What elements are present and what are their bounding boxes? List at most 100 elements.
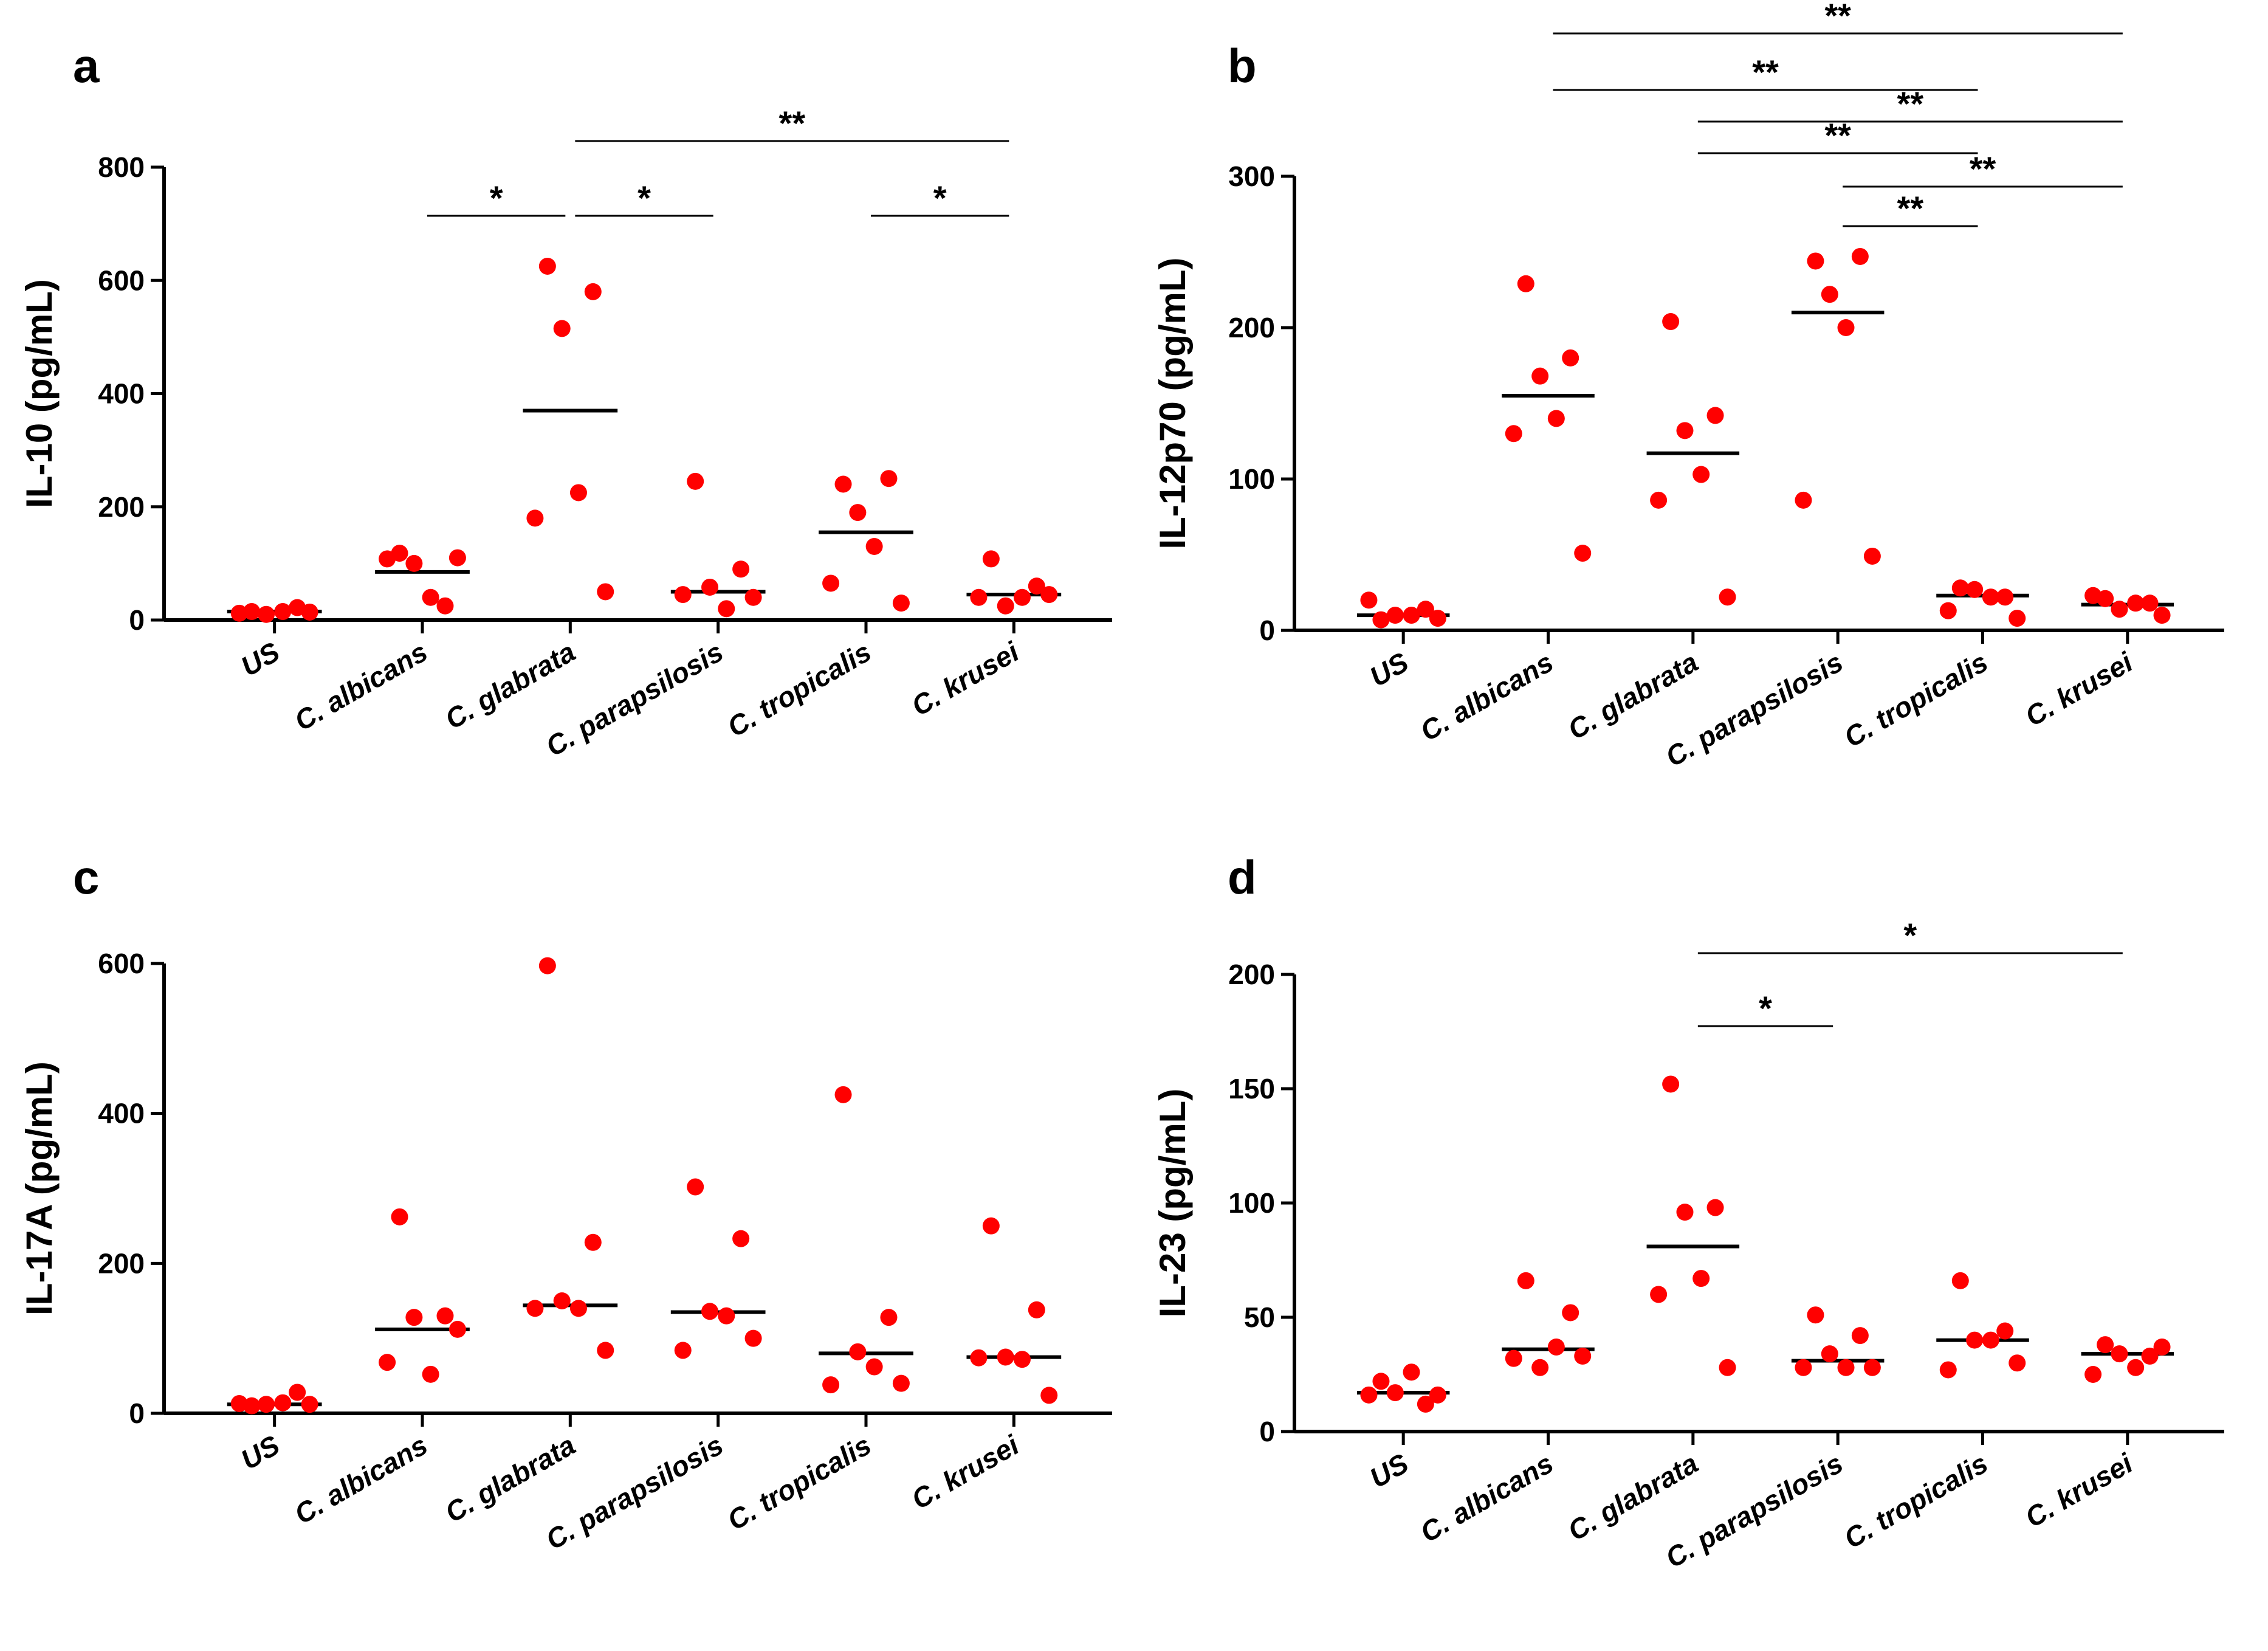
data-point-us	[1360, 591, 1378, 609]
y-tick-label: 300	[1228, 160, 1275, 192]
data-point-c-tropicalis	[849, 1343, 867, 1360]
data-point-c-glabrata	[1676, 1204, 1694, 1221]
data-point-c-glabrata	[1719, 588, 1736, 606]
data-point-c-albicans	[1574, 545, 1592, 562]
significance-label: **	[1824, 0, 1851, 35]
data-point-c-krusei	[2127, 595, 2145, 612]
y-tick-label: 50	[1244, 1301, 1275, 1333]
data-point-c-glabrata	[597, 1342, 614, 1359]
y-tick-label: 200	[1228, 959, 1275, 990]
data-point-c-tropicalis	[1939, 602, 1957, 619]
data-point-c-krusei	[2084, 1366, 2102, 1383]
data-point-c-glabrata	[1706, 407, 1724, 424]
x-tick-label-us: US	[1364, 1447, 1414, 1494]
data-point-c-albicans	[448, 1320, 466, 1338]
y-tick-label: 200	[1228, 312, 1275, 343]
y-tick-label: 0	[129, 1398, 145, 1429]
data-point-c-glabrata	[1662, 313, 1680, 331]
data-point-us	[274, 603, 292, 621]
data-point-c-krusei	[997, 1348, 1014, 1366]
significance-label: **	[1824, 116, 1851, 154]
data-point-c-parapsilosis	[1863, 1359, 1881, 1376]
data-point-c-parapsilosis	[732, 560, 750, 578]
data-point-c-tropicalis	[880, 1309, 898, 1326]
significance-label: **	[1752, 53, 1779, 91]
y-tick-label: 0	[1259, 1416, 1275, 1447]
data-point-c-glabrata	[1676, 422, 1694, 439]
data-point-c-glabrata	[553, 320, 571, 337]
x-tick-label-c-albicans: C. albicans	[289, 1429, 433, 1530]
data-point-us	[258, 605, 275, 623]
data-point-c-krusei	[970, 588, 988, 606]
significance-label: **	[1897, 189, 1924, 227]
data-point-c-glabrata	[538, 257, 556, 275]
data-point-c-albicans	[405, 1309, 423, 1326]
panel-b: b IL-12p70 (pg/mL) 0 100 200 300 US C. albicans…	[1152, 0, 2224, 773]
data-point-us	[230, 1394, 248, 1412]
data-point-us	[1372, 1373, 1390, 1390]
data-point-c-parapsilosis	[1837, 319, 1855, 336]
data-point-c-tropicalis	[865, 1358, 883, 1376]
data-point-c-tropicalis	[1996, 588, 2014, 606]
data-point-c-parapsilosis	[674, 586, 692, 604]
data-point-c-glabrata	[553, 1292, 571, 1309]
data-point-c-albicans	[448, 549, 466, 567]
data-point-c-tropicalis	[822, 574, 840, 592]
y-tick-label: 600	[98, 948, 145, 979]
data-point-us	[230, 604, 248, 622]
x-tick-label-c-krusei: C. krusei	[2020, 646, 2139, 732]
data-point-c-parapsilosis	[732, 1230, 750, 1247]
x-tick-label-c-glabrata: C. glabrata	[439, 636, 580, 736]
data-point-c-glabrata	[584, 283, 602, 300]
data-point-us	[274, 1394, 292, 1411]
data-point-c-albicans	[1531, 1359, 1549, 1376]
x-tick-label-c-tropicalis: C. tropicalis	[722, 1429, 876, 1537]
data-point-c-parapsilosis	[687, 1178, 704, 1196]
data-point-c-parapsilosis	[1851, 1327, 1869, 1345]
data-point-c-glabrata	[1719, 1359, 1736, 1376]
data-point-c-parapsilosis	[718, 1307, 735, 1325]
data-point-c-parapsilosis	[1837, 1359, 1855, 1376]
data-point-us	[1417, 1395, 1434, 1413]
data-point-c-glabrata	[526, 1300, 544, 1317]
panel-letter-d: d	[1228, 850, 1257, 904]
y-tick-label: 600	[98, 264, 145, 296]
data-point-c-tropicalis	[2009, 610, 2026, 627]
panel-letter-c: c	[73, 850, 99, 904]
significance-label: *	[933, 179, 947, 217]
data-point-c-parapsilosis	[1851, 247, 1869, 265]
data-point-c-parapsilosis	[701, 1303, 719, 1320]
data-point-c-albicans	[436, 597, 454, 615]
data-point-c-glabrata	[526, 509, 544, 527]
y-tick-label: 400	[98, 1098, 145, 1129]
data-point-us	[1360, 1386, 1378, 1404]
data-point-c-albicans	[422, 1365, 439, 1383]
x-tick-label-c-krusei: C. krusei	[906, 1429, 1025, 1515]
x-tick-label-c-krusei: C. krusei	[2020, 1447, 2139, 1534]
data-point-c-tropicalis	[865, 537, 883, 555]
data-point-c-tropicalis	[834, 1086, 852, 1103]
y-tick-label: 100	[1228, 1187, 1275, 1219]
data-point-us	[258, 1396, 275, 1413]
x-tick-label-c-glabrata: C. glabrata	[1562, 1447, 1703, 1547]
data-point-c-tropicalis	[1966, 1331, 1984, 1349]
data-point-c-krusei	[2111, 1345, 2128, 1363]
data-point-c-krusei	[1013, 588, 1031, 606]
data-point-us	[1386, 607, 1404, 624]
data-point-us	[1386, 1384, 1404, 1402]
data-point-c-krusei	[1028, 577, 1045, 595]
y-tick-label: 100	[1228, 463, 1275, 495]
y-tick-label: 150	[1228, 1073, 1275, 1105]
x-tick-label-c-glabrata: C. glabrata	[1562, 646, 1703, 746]
x-tick-label-c-krusei: C. krusei	[906, 635, 1025, 722]
data-point-c-tropicalis	[1982, 588, 1999, 606]
data-point-c-parapsilosis	[1795, 491, 1812, 509]
data-point-c-albicans	[1517, 1272, 1534, 1289]
data-point-c-parapsilosis	[718, 600, 735, 618]
data-point-c-krusei	[982, 1217, 1000, 1235]
y-axis-label: IL-23 (pg/mL)	[1152, 1089, 1193, 1318]
data-point-c-albicans	[436, 1307, 454, 1325]
data-point-c-albicans	[1547, 410, 1565, 427]
y-tick-label: 800	[98, 151, 145, 183]
significance-label: **	[1897, 84, 1924, 123]
